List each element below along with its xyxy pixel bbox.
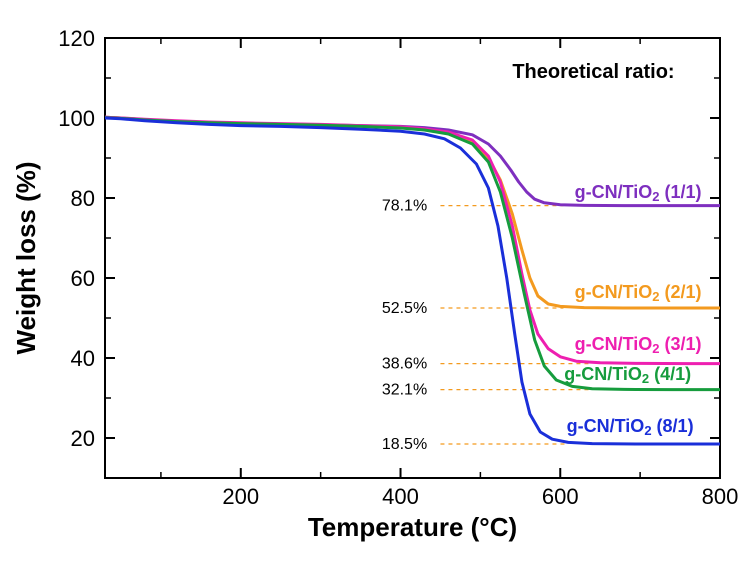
y-axis-title: Weight loss (%) [11, 161, 41, 354]
header-label: Theoretical ratio: [512, 61, 674, 83]
series-label: g-CN/TiO2 (8/1) [567, 416, 694, 438]
series-label: g-CN/TiO2 (2/1) [575, 282, 702, 304]
series-label: g-CN/TiO2 (4/1) [564, 364, 691, 386]
svg-text:40: 40 [71, 346, 95, 371]
svg-text:78.1%: 78.1% [382, 198, 427, 215]
svg-text:100: 100 [58, 106, 95, 131]
series-label: g-CN/TiO2 (3/1) [575, 334, 702, 356]
svg-text:600: 600 [542, 484, 579, 509]
svg-text:32.1%: 32.1% [382, 382, 427, 399]
tga-chart: 200 400 600 800 20 40 60 80 100 120 Temperature (°… [0, 0, 756, 577]
svg-text:400: 400 [382, 484, 419, 509]
svg-text:80: 80 [71, 186, 95, 211]
svg-text:120: 120 [58, 26, 95, 51]
x-axis-title: Temperature (°C) [308, 512, 517, 542]
svg-text:38.6%: 38.6% [382, 356, 427, 373]
svg-text:200: 200 [222, 484, 259, 509]
series-label: g-CN/TiO2 (1/1) [575, 182, 702, 204]
svg-text:60: 60 [71, 266, 95, 291]
svg-text:800: 800 [702, 484, 739, 509]
svg-text:18.5%: 18.5% [382, 436, 427, 453]
svg-text:52.5%: 52.5% [382, 300, 427, 317]
svg-text:20: 20 [71, 426, 95, 451]
